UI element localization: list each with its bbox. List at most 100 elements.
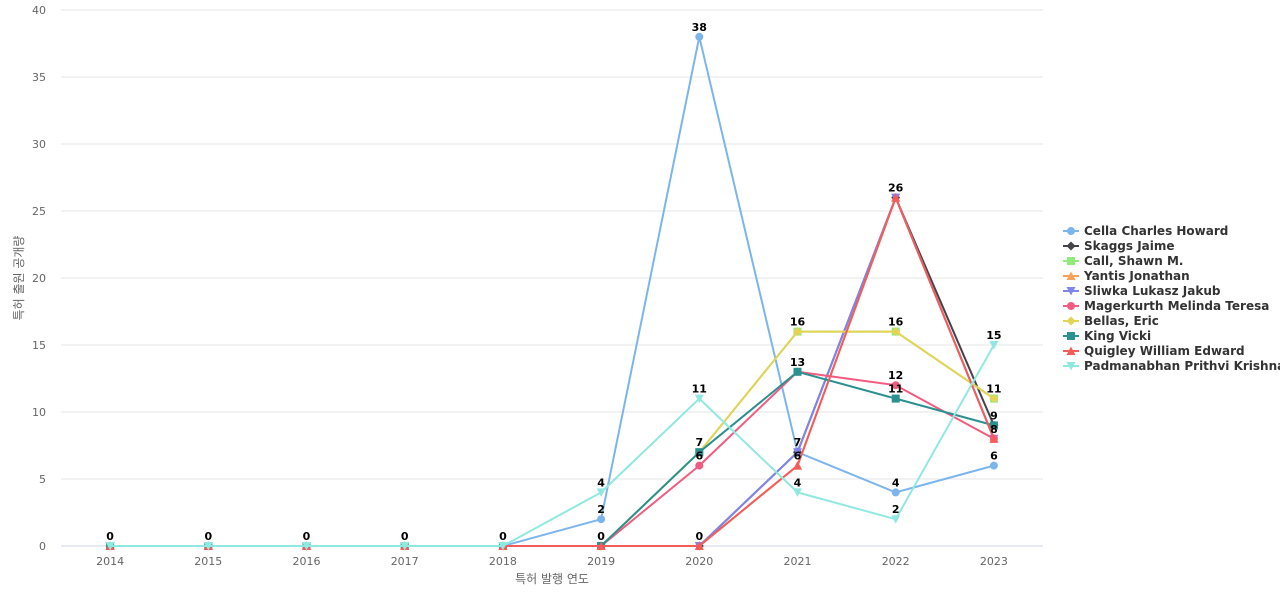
series-line [110,196,995,547]
legend-label: Padmanabhan Prithvi Krishnan [1084,359,1280,373]
data-point [891,193,901,202]
legend-marker [1066,241,1076,251]
y-tick-label: 35 [32,71,46,84]
data-point [694,394,704,404]
data-label: 0 [204,530,212,543]
data-label: 13 [790,356,805,369]
legend-label: Yantis Jonathan [1083,269,1190,283]
data-point [203,542,213,551]
data-point [793,327,802,337]
legend-marker [1066,287,1076,296]
series-6[interactable] [105,327,999,551]
data-label: 26 [888,182,904,195]
x-tick-label: 2021 [784,555,812,568]
legend-item[interactable]: King Vicki [1063,329,1151,343]
legend-marker [1067,302,1075,310]
y-tick-label: 5 [39,473,46,486]
legend-marker [1066,362,1076,371]
data-point [400,542,410,551]
data-label: 0 [303,530,311,543]
y-tick-label: 15 [32,339,46,352]
legend-label: Magerkurth Melinda Teresa [1084,299,1269,313]
x-tick-label: 2022 [882,555,910,568]
legend-label: Bellas, Eric [1084,314,1159,328]
y-tick-label: 30 [32,138,46,151]
series-9[interactable] [105,341,999,551]
data-point [891,327,901,337]
legend-marker [1067,227,1075,235]
data-point [596,541,606,550]
grid-lines [61,9,1043,547]
data-label: 8 [990,423,998,436]
data-point [596,488,606,497]
legend-marker [1067,332,1075,340]
x-tick-label: 2020 [685,555,713,568]
data-label: 9 [990,409,998,422]
data-point [498,542,508,551]
x-tick-label: 2014 [96,555,124,568]
data-label: 0 [695,530,703,543]
data-point [302,542,311,551]
data-point [695,448,704,457]
legend-item[interactable]: Sliwka Lukasz Jakub [1063,284,1221,298]
data-point [793,488,802,497]
legend-item[interactable]: Call, Shawn M. [1063,254,1183,268]
legend-label: Quigley William Edward [1084,344,1245,358]
data-label: 12 [888,369,903,382]
x-tick-label: 2023 [980,555,1008,568]
series-line [110,344,995,547]
x-tick-label: 2018 [489,555,517,568]
legend-item[interactable]: Yantis Jonathan [1063,269,1190,283]
data-label: 4 [892,476,900,489]
x-tick-label: 2019 [587,555,615,568]
data-label: 2 [892,503,900,516]
data-label: 11 [888,383,903,396]
data-point [989,434,999,443]
data-point [695,461,704,470]
y-axis-title: 특허 출원 공개량 [12,236,26,321]
data-label: 6 [794,450,802,463]
series-line [110,196,995,547]
legend-item[interactable]: Skaggs Jaime [1063,239,1175,253]
data-point [597,515,606,524]
data-point [694,541,704,550]
legend-item[interactable]: Cella Charles Howard [1063,224,1228,238]
x-axis-title: 특허 발행 연도 [515,571,589,586]
x-tick-label: 2016 [293,555,321,568]
y-tick-label: 40 [32,4,46,17]
series-line [110,330,995,547]
data-label: 6 [695,450,703,463]
series-line [110,196,995,547]
legend-item[interactable]: Magerkurth Melinda Teresa [1063,299,1269,313]
data-point [793,461,802,470]
data-point [891,381,900,390]
data-label: 0 [106,530,114,543]
data-label: 7 [794,436,802,449]
legend-item[interactable]: Bellas, Eric [1063,314,1159,328]
series-2[interactable] [106,327,998,550]
series-7[interactable] [106,367,998,550]
legend-label: Call, Shawn M. [1084,254,1183,268]
series-5[interactable] [106,367,998,550]
data-point [105,542,115,551]
data-point [793,448,802,457]
data-point [891,394,900,403]
series-3[interactable] [105,193,999,550]
data-label: 4 [794,476,802,489]
data-label: 11 [986,383,1001,396]
data-label: 0 [401,530,409,543]
legend-item[interactable]: Padmanabhan Prithvi Krishnan [1063,359,1280,373]
series-1[interactable] [105,193,999,551]
y-tick-label: 0 [39,540,46,553]
data-label: 2 [597,503,605,516]
x-tick-label: 2017 [391,555,419,568]
series-4[interactable] [105,193,999,551]
series-0[interactable] [106,32,998,550]
legend-marker [1066,346,1076,355]
x-axis-ticks: 2014 2015 2016 2017 2018 2019 2020 2021 2022 2023 [96,555,1008,568]
series-8[interactable] [105,193,999,550]
data-point [989,461,998,470]
legend-item[interactable]: Quigley William Edward [1063,344,1245,358]
